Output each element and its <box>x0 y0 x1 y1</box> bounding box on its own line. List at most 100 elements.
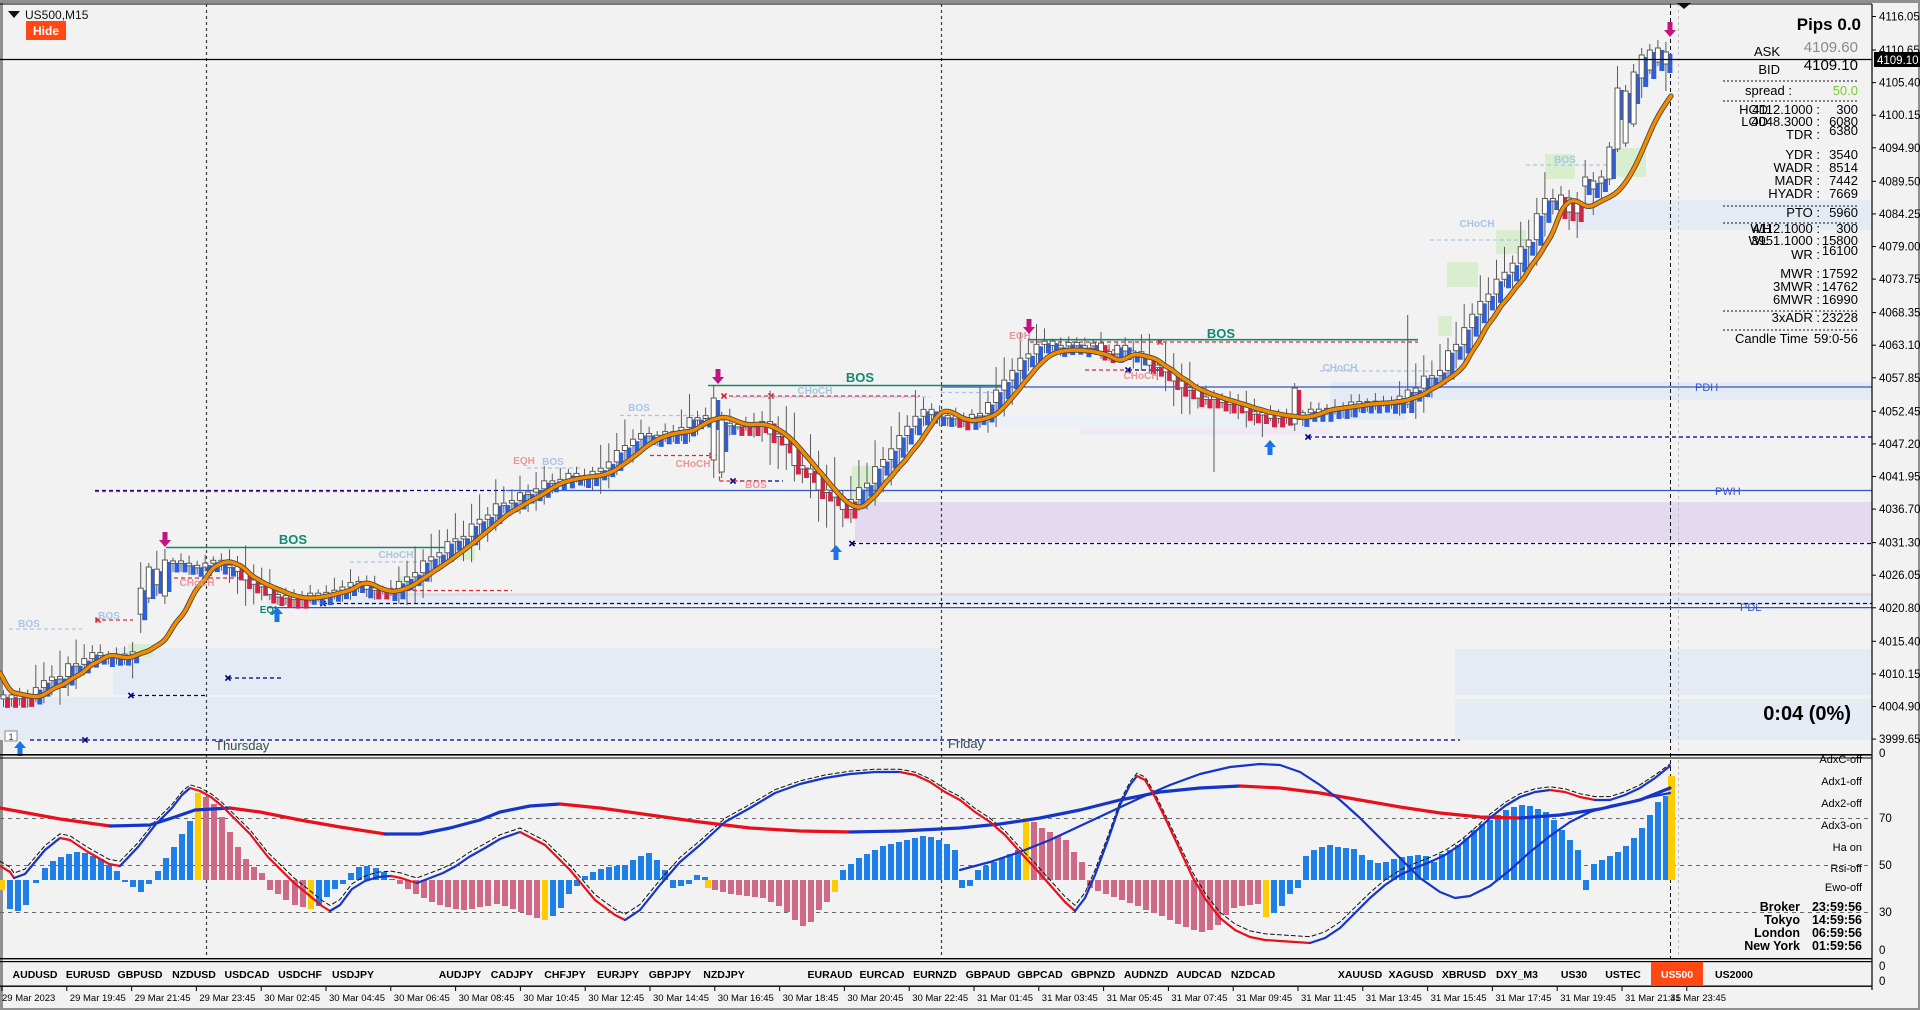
svg-text:NZDUSD: NZDUSD <box>172 969 216 981</box>
svg-text:0: 0 <box>1879 976 1885 988</box>
svg-text:NZDCAD: NZDCAD <box>1231 969 1276 981</box>
svg-text:BOS: BOS <box>542 457 564 468</box>
svg-text:Ha on: Ha on <box>1833 842 1862 854</box>
svg-text:6080: 6080 <box>1829 114 1858 129</box>
svg-text:YDR :: YDR : <box>1785 147 1820 162</box>
svg-text:HYADR :: HYADR : <box>1768 186 1820 201</box>
svg-text:3MWR :: 3MWR : <box>1773 279 1820 294</box>
svg-text:Friday: Friday <box>948 736 985 751</box>
svg-text:4109.60: 4109.60 <box>1804 39 1858 56</box>
svg-text:0: 0 <box>1879 748 1885 760</box>
svg-text:3xADR :: 3xADR : <box>1772 310 1820 325</box>
svg-text:US500: US500 <box>1661 969 1693 981</box>
svg-text:17592: 17592 <box>1822 266 1858 281</box>
svg-text:DXY_M3: DXY_M3 <box>1496 969 1538 981</box>
svg-text:AUDUSD: AUDUSD <box>13 969 58 981</box>
svg-text:29 Mar 2023: 29 Mar 2023 <box>2 993 55 1004</box>
svg-text:GBPCAD: GBPCAD <box>1017 969 1063 981</box>
svg-text:HOD: HOD <box>1739 102 1768 117</box>
svg-text:AdxC-off: AdxC-off <box>1819 754 1863 766</box>
svg-text:USTEC: USTEC <box>1605 969 1641 981</box>
svg-text:4100.15: 4100.15 <box>1879 110 1920 122</box>
svg-text:4084.25: 4084.25 <box>1879 209 1920 221</box>
svg-text:3999.65: 3999.65 <box>1879 734 1920 746</box>
svg-text:4089.50: 4089.50 <box>1879 176 1920 188</box>
svg-text:31 Mar 23:45: 31 Mar 23:45 <box>1670 993 1726 1004</box>
svg-text:31 Mar 09:45: 31 Mar 09:45 <box>1236 993 1292 1004</box>
svg-text:50: 50 <box>1879 860 1892 872</box>
svg-text:0: 0 <box>1879 945 1885 957</box>
svg-text:TDR :: TDR : <box>1786 127 1820 142</box>
svg-text:1: 1 <box>8 732 13 742</box>
svg-text:BOS: BOS <box>1554 155 1576 166</box>
svg-text:30: 30 <box>1879 907 1892 919</box>
svg-text:WH: WH <box>1750 221 1772 236</box>
svg-text:4036.70: 4036.70 <box>1879 504 1920 516</box>
svg-text:LOD: LOD <box>1741 114 1768 129</box>
svg-text:BID: BID <box>1758 62 1780 77</box>
svg-text:GBPNZD: GBPNZD <box>1071 969 1116 981</box>
svg-text:3540: 3540 <box>1829 147 1858 162</box>
svg-text:30 Mar 02:45: 30 Mar 02:45 <box>264 993 320 1004</box>
svg-text:USDJPY: USDJPY <box>332 969 374 981</box>
svg-text:31 Mar 13:45: 31 Mar 13:45 <box>1366 993 1422 1004</box>
svg-text:CHoCH: CHoCH <box>379 550 414 561</box>
svg-text:Thursday: Thursday <box>215 738 270 753</box>
svg-text:NZDJPY: NZDJPY <box>703 969 744 981</box>
svg-text:GBPUSD: GBPUSD <box>118 969 163 981</box>
svg-text:CADJPY: CADJPY <box>491 969 534 981</box>
svg-text:4010.15: 4010.15 <box>1879 669 1920 681</box>
svg-text:4094.90: 4094.90 <box>1879 143 1920 155</box>
svg-text:31 Mar 21:45: 31 Mar 21:45 <box>1625 993 1681 1004</box>
svg-text:4048.3000 :: 4048.3000 : <box>1751 114 1820 129</box>
svg-text:4068.35: 4068.35 <box>1879 308 1920 320</box>
svg-text:Tokyo: Tokyo <box>1764 913 1800 927</box>
svg-text:Adx1-off: Adx1-off <box>1821 776 1863 788</box>
svg-text:4109.10: 4109.10 <box>1804 57 1858 74</box>
svg-text:BOS: BOS <box>745 480 767 491</box>
svg-text:31 Mar 11:45: 31 Mar 11:45 <box>1301 993 1356 1004</box>
svg-text:30 Mar 10:45: 30 Mar 10:45 <box>523 993 579 1004</box>
svg-text:BOS: BOS <box>18 619 40 630</box>
svg-text:59:0-56: 59:0-56 <box>1814 331 1858 346</box>
svg-text:23:59:56: 23:59:56 <box>1812 900 1862 914</box>
svg-text:70: 70 <box>1879 813 1892 825</box>
svg-text:30 Mar 18:45: 30 Mar 18:45 <box>783 993 839 1004</box>
svg-text:London: London <box>1754 926 1800 940</box>
svg-text:8514: 8514 <box>1829 160 1858 175</box>
svg-text:4105.40: 4105.40 <box>1879 78 1920 90</box>
svg-text:GBPJPY: GBPJPY <box>649 969 692 981</box>
svg-text:Hide: Hide <box>33 24 59 38</box>
svg-text:30 Mar 16:45: 30 Mar 16:45 <box>718 993 774 1004</box>
svg-text:Ewo-off: Ewo-off <box>1825 882 1863 894</box>
svg-text:US30: US30 <box>1561 969 1587 981</box>
svg-text:4041.95: 4041.95 <box>1879 472 1920 484</box>
svg-text:XAUUSD: XAUUSD <box>1338 969 1383 981</box>
svg-text:USDCAD: USDCAD <box>225 969 270 981</box>
svg-text:16990: 16990 <box>1822 292 1858 307</box>
svg-text:Adx2-off: Adx2-off <box>1821 798 1863 810</box>
svg-text:CHoCH: CHoCH <box>1124 371 1159 382</box>
svg-text:4057.85: 4057.85 <box>1879 373 1920 385</box>
svg-text:EQH: EQH <box>513 456 535 467</box>
svg-text:New York: New York <box>1744 939 1800 953</box>
svg-text:14762: 14762 <box>1822 279 1858 294</box>
svg-text:30 Mar 06:45: 30 Mar 06:45 <box>394 993 450 1004</box>
svg-text:EURUSD: EURUSD <box>66 969 111 981</box>
svg-text:Adx3-on: Adx3-on <box>1821 820 1862 832</box>
svg-text:BOS: BOS <box>628 403 650 414</box>
svg-text:29 Mar 21:45: 29 Mar 21:45 <box>135 993 191 1004</box>
svg-text:4004.90: 4004.90 <box>1879 702 1920 714</box>
svg-text:AUDCAD: AUDCAD <box>1176 969 1222 981</box>
svg-text:GBPAUD: GBPAUD <box>966 969 1011 981</box>
svg-text:MWR :: MWR : <box>1780 266 1820 281</box>
svg-text:30 Mar 04:45: 30 Mar 04:45 <box>329 993 385 1004</box>
svg-text:14:59:56: 14:59:56 <box>1812 913 1862 927</box>
svg-text:4073.75: 4073.75 <box>1879 274 1920 286</box>
svg-text:CHoCH: CHoCH <box>676 459 711 470</box>
svg-text:PWH: PWH <box>1715 486 1741 498</box>
svg-text:30 Mar 08:45: 30 Mar 08:45 <box>459 993 515 1004</box>
svg-text:30 Mar 12:45: 30 Mar 12:45 <box>588 993 644 1004</box>
svg-text:23228: 23228 <box>1822 310 1858 325</box>
svg-text:WL: WL <box>1749 233 1769 248</box>
